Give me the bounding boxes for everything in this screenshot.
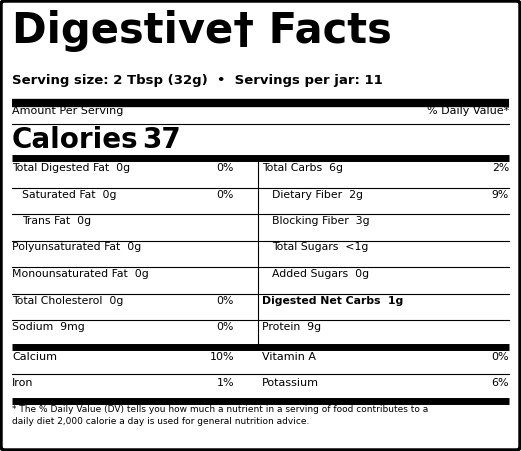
Text: Amount Per Serving: Amount Per Serving [12, 106, 123, 116]
Text: Vitamin A: Vitamin A [262, 351, 316, 362]
Text: Protein  9g: Protein 9g [262, 322, 321, 332]
Text: Digested Net Carbs  1g: Digested Net Carbs 1g [262, 295, 403, 305]
Text: Sodium  9mg: Sodium 9mg [12, 322, 85, 332]
Text: * The % Daily Value (DV) tells you how much a nutrient in a serving of food cont: * The % Daily Value (DV) tells you how m… [12, 405, 428, 414]
Text: Dietary Fiber  2g: Dietary Fiber 2g [272, 189, 363, 199]
Text: Saturated Fat  0g: Saturated Fat 0g [22, 189, 117, 199]
Text: 6%: 6% [491, 377, 509, 387]
Text: Total Carbs  6g: Total Carbs 6g [262, 163, 343, 173]
Text: 0%: 0% [217, 189, 234, 199]
Text: % Daily Value*: % Daily Value* [427, 106, 509, 116]
Text: Calcium: Calcium [12, 351, 57, 362]
Text: Total Sugars  <1g: Total Sugars <1g [272, 243, 368, 253]
Text: Added Sugars  0g: Added Sugars 0g [272, 269, 369, 279]
Text: 37: 37 [142, 126, 181, 154]
Text: Digestive† Facts: Digestive† Facts [12, 10, 392, 52]
Text: Total Cholesterol  0g: Total Cholesterol 0g [12, 295, 123, 305]
Text: Blocking Fiber  3g: Blocking Fiber 3g [272, 216, 369, 226]
Text: 2%: 2% [492, 163, 509, 173]
Text: Monounsaturated Fat  0g: Monounsaturated Fat 0g [12, 269, 149, 279]
Text: Calories: Calories [12, 126, 139, 154]
Text: Potassium: Potassium [262, 377, 319, 387]
Text: Polyunsaturated Fat  0g: Polyunsaturated Fat 0g [12, 243, 141, 253]
Text: 0%: 0% [491, 351, 509, 362]
Text: 10%: 10% [209, 351, 234, 362]
Text: 0%: 0% [217, 163, 234, 173]
Text: 0%: 0% [217, 295, 234, 305]
Text: 0%: 0% [217, 322, 234, 332]
Text: Iron: Iron [12, 377, 33, 387]
Text: Trans Fat  0g: Trans Fat 0g [22, 216, 91, 226]
Text: Serving size: 2 Tbsp (32g)  •  Servings per jar: 11: Serving size: 2 Tbsp (32g) • Servings pe… [12, 74, 383, 87]
Text: 1%: 1% [216, 377, 234, 387]
Text: daily diet 2,000 calorie a day is used for general nutrition advice.: daily diet 2,000 calorie a day is used f… [12, 418, 309, 427]
Text: 9%: 9% [492, 189, 509, 199]
Text: Total Digested Fat  0g: Total Digested Fat 0g [12, 163, 130, 173]
